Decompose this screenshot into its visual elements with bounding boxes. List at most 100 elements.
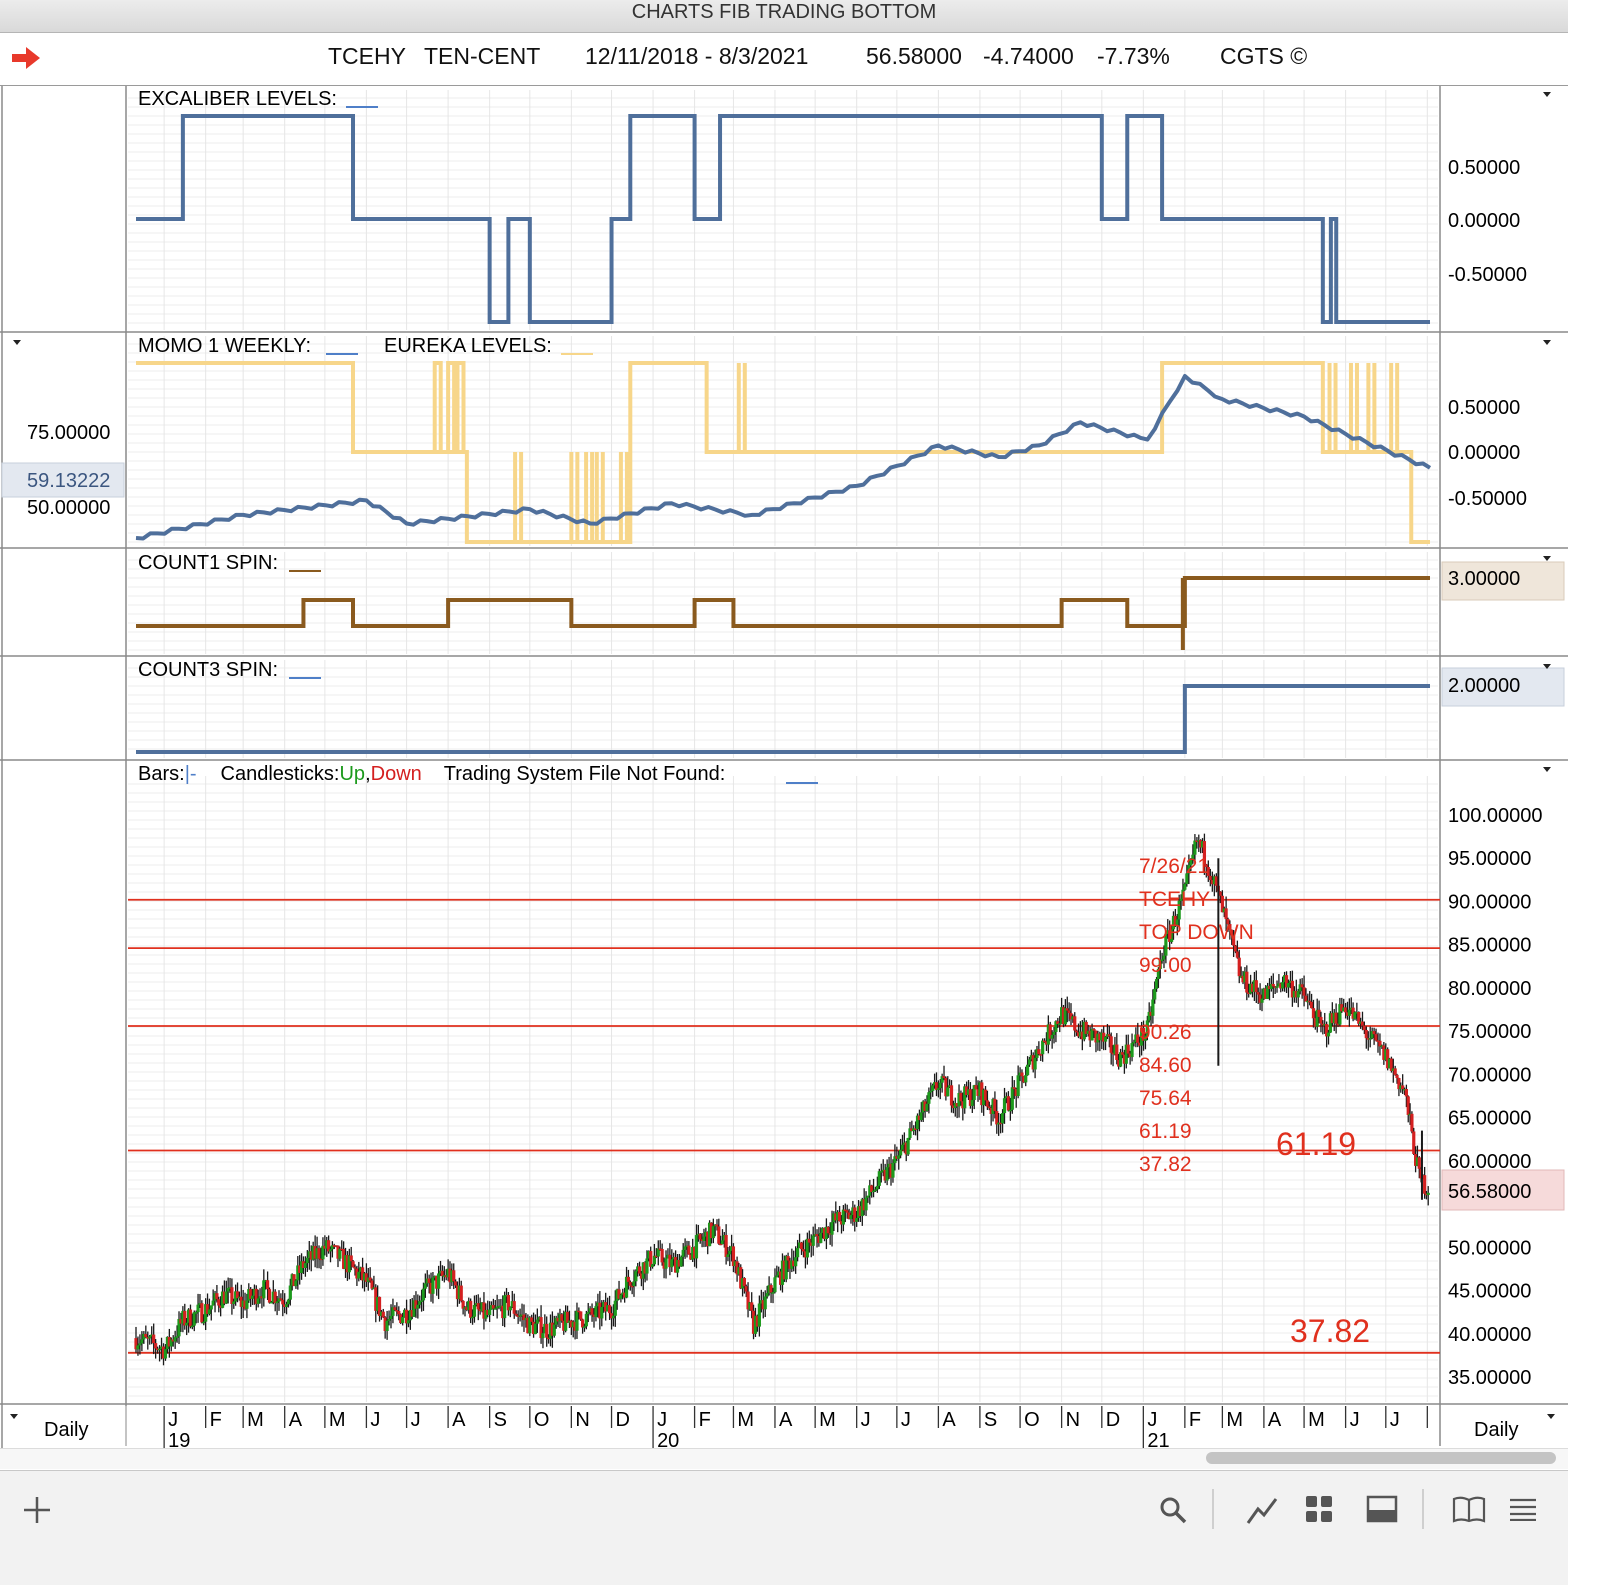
grid-layout-icon[interactable] [1305, 1495, 1333, 1523]
price-bar [1269, 975, 1273, 992]
panel2-left-menu-icon[interactable] [13, 340, 21, 345]
price-bar [1042, 1038, 1047, 1043]
chart-canvas[interactable]: EXCALIBER LEVELS: 0.50000 0.00000 -0.500… [0, 86, 1568, 1450]
price-bar [1226, 917, 1230, 932]
price-bar [537, 1316, 541, 1322]
panel4-menu-icon[interactable] [1543, 664, 1551, 669]
price-bar [674, 1250, 678, 1273]
panel2-menu-icon[interactable] [1543, 340, 1551, 345]
price-bar [1328, 1011, 1333, 1033]
panel3-menu-icon[interactable] [1543, 556, 1551, 561]
price-bar [624, 1266, 629, 1299]
price-bar [1065, 996, 1069, 1023]
price-bar [1041, 1038, 1045, 1062]
price-change: -4.74000 [983, 43, 1074, 69]
price-bar [985, 1090, 990, 1110]
book-icon[interactable] [1452, 1495, 1486, 1523]
price-bar [836, 1210, 840, 1233]
period-left[interactable]: Daily [44, 1419, 88, 1441]
price-bar [1145, 1015, 1149, 1041]
menu-icon[interactable] [1508, 1497, 1538, 1521]
add-icon[interactable] [22, 1495, 52, 1525]
price-bar [470, 1309, 475, 1325]
price-bar [845, 1204, 849, 1219]
price-bar [929, 1082, 933, 1100]
bottom-toolbar [0, 1470, 1568, 1585]
price-bar [161, 1343, 166, 1366]
price-bar [1241, 970, 1245, 985]
price-bar [1175, 913, 1179, 936]
search-icon[interactable] [1158, 1495, 1188, 1525]
price-bar [805, 1232, 809, 1265]
price-bar [486, 1300, 490, 1318]
price-bar [1389, 1056, 1394, 1073]
price-bar [235, 1282, 240, 1303]
price-bar [1120, 1045, 1125, 1059]
symbol-info-bar: TCEHY TEN-CENT 12/11/2018 - 8/3/2021 56.… [0, 33, 1568, 87]
price-bar [152, 1323, 156, 1355]
annotation-level-4: 75.64 [1139, 1087, 1192, 1110]
price-bar [569, 1319, 573, 1335]
price-bar [209, 1305, 213, 1321]
panel-layout-icon[interactable] [1366, 1495, 1398, 1523]
month-label-1: F [210, 1409, 222, 1431]
price-bar [228, 1277, 232, 1294]
year-label-2: 21 [1147, 1430, 1169, 1450]
eureka-spike-2 [455, 361, 466, 452]
price-bar [1156, 967, 1161, 988]
price-tick-6: 70.00000 [1448, 1064, 1531, 1086]
price-bar [1326, 1029, 1331, 1045]
price-bar [410, 1298, 414, 1320]
percent-change: -7.73% [1097, 43, 1170, 69]
price-bar [658, 1240, 662, 1251]
period-right[interactable]: Daily [1474, 1419, 1518, 1441]
scrollbar-thumb[interactable] [1206, 1452, 1556, 1464]
panel1-menu-icon[interactable] [1543, 92, 1551, 97]
price-bar [309, 1245, 313, 1272]
price-bar [397, 1306, 401, 1321]
price-bar [715, 1219, 719, 1231]
panel5-menu-icon[interactable] [1543, 767, 1551, 772]
price-bar [807, 1230, 811, 1253]
price-bar [1105, 1024, 1110, 1040]
last-price: 56.58000 [866, 43, 962, 69]
price-bar [194, 1310, 198, 1324]
horizontal-scrollbar[interactable] [0, 1448, 1568, 1469]
price-bar [370, 1278, 374, 1291]
price-bar [993, 1091, 997, 1119]
price-bar [134, 1326, 138, 1353]
price-bar [782, 1255, 786, 1282]
price-bar [590, 1303, 594, 1322]
price-bar [866, 1195, 870, 1203]
line-chart-icon[interactable] [1246, 1495, 1278, 1525]
price-bar [849, 1210, 853, 1224]
price-bar [510, 1290, 514, 1309]
period-right-menu-icon[interactable] [1547, 1414, 1555, 1419]
panel-menu-triangles[interactable] [10, 92, 1555, 1419]
price-bar [604, 1292, 608, 1321]
price-bar [1088, 1026, 1092, 1048]
annotation-date: 7/26/21 [1139, 855, 1209, 878]
price-bar [983, 1086, 988, 1107]
price-bar [504, 1288, 509, 1303]
price-bar [247, 1283, 251, 1303]
price-bar [472, 1295, 477, 1323]
annotation-level-1: 99.00 [1139, 954, 1192, 977]
price-bar [1143, 1033, 1148, 1050]
price-bar [584, 1310, 588, 1330]
price-bar [875, 1176, 879, 1193]
price-bar [556, 1312, 560, 1328]
price-bar [558, 1308, 562, 1329]
price-bar [1039, 1053, 1043, 1062]
price-bar [224, 1280, 228, 1305]
price-bar [271, 1280, 275, 1305]
period-left-menu-icon[interactable] [10, 1414, 18, 1419]
candles-down-label: Down [371, 763, 422, 785]
right-arrow-icon[interactable] [12, 47, 40, 69]
price-bar [136, 1336, 140, 1356]
month-label-18: J [901, 1409, 911, 1431]
month-label-17: J [861, 1409, 871, 1431]
price-bar [731, 1243, 736, 1273]
annotation-level-5: 61.19 [1139, 1120, 1192, 1143]
price-bar [691, 1238, 695, 1263]
